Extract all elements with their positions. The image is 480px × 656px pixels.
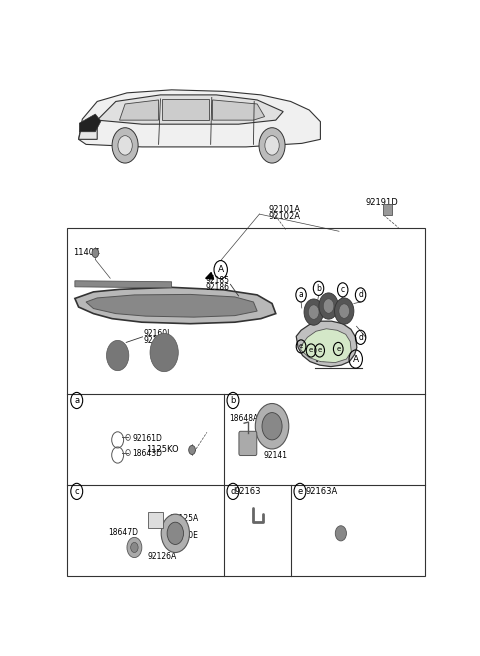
Circle shape [131, 543, 138, 552]
Text: 92191D: 92191D [365, 198, 398, 207]
Circle shape [335, 525, 347, 541]
Circle shape [265, 136, 279, 155]
Circle shape [323, 298, 334, 314]
Circle shape [259, 128, 285, 163]
Text: b: b [230, 396, 236, 405]
Circle shape [107, 340, 129, 371]
Text: d: d [230, 487, 236, 496]
Text: 92141: 92141 [264, 451, 288, 460]
Text: 92161D: 92161D [132, 434, 162, 443]
Circle shape [262, 413, 282, 440]
Text: 1125KO: 1125KO [146, 445, 179, 455]
Text: d: d [358, 291, 363, 299]
Polygon shape [296, 321, 357, 367]
Circle shape [167, 522, 183, 544]
Polygon shape [162, 99, 209, 120]
Polygon shape [300, 329, 351, 363]
Polygon shape [97, 95, 283, 124]
Text: c: c [74, 487, 79, 496]
Polygon shape [79, 90, 321, 147]
Text: 92140E: 92140E [170, 531, 199, 541]
Circle shape [304, 299, 324, 325]
Text: 92163A: 92163A [305, 487, 338, 497]
Text: 92126A: 92126A [147, 552, 177, 561]
Text: b: b [316, 284, 321, 293]
Circle shape [189, 445, 195, 455]
Text: c: c [341, 285, 345, 295]
Circle shape [335, 298, 354, 324]
Polygon shape [213, 100, 264, 120]
Text: a: a [299, 291, 303, 299]
Text: 92186: 92186 [205, 283, 229, 293]
Text: e: e [318, 348, 322, 354]
Circle shape [127, 537, 142, 558]
Text: e: e [297, 487, 302, 496]
FancyBboxPatch shape [148, 512, 163, 528]
Polygon shape [75, 287, 276, 323]
Polygon shape [86, 295, 257, 317]
Text: VIEW: VIEW [314, 354, 337, 363]
Polygon shape [79, 114, 101, 132]
Text: e: e [336, 346, 340, 352]
Circle shape [112, 128, 138, 163]
Text: 18648A: 18648A [229, 414, 259, 422]
Text: 18643D: 18643D [132, 449, 163, 458]
Text: e: e [309, 348, 313, 354]
Polygon shape [75, 281, 172, 288]
Text: 92125A: 92125A [170, 514, 199, 523]
Text: 92170J: 92170J [144, 336, 170, 345]
Text: e: e [299, 344, 303, 350]
Circle shape [339, 304, 349, 318]
Text: 92102A: 92102A [268, 212, 300, 220]
Polygon shape [120, 100, 158, 120]
FancyBboxPatch shape [383, 205, 392, 215]
Text: 92101A: 92101A [268, 205, 300, 214]
Text: a: a [74, 396, 79, 405]
Circle shape [319, 293, 338, 319]
Text: 92160J: 92160J [144, 329, 170, 338]
Circle shape [255, 403, 289, 449]
Text: 92163: 92163 [235, 487, 261, 497]
Circle shape [92, 249, 99, 258]
Text: A: A [217, 265, 224, 274]
Circle shape [308, 305, 319, 319]
Polygon shape [79, 120, 97, 139]
Text: 11407: 11407 [73, 249, 99, 258]
Text: A: A [353, 354, 359, 363]
FancyBboxPatch shape [239, 431, 257, 455]
Circle shape [161, 514, 190, 552]
Circle shape [150, 333, 178, 372]
Text: d: d [358, 333, 363, 342]
FancyArrowPatch shape [206, 273, 214, 279]
Text: 92185: 92185 [205, 276, 229, 285]
Circle shape [118, 136, 132, 155]
Text: 18647D: 18647D [108, 528, 138, 537]
